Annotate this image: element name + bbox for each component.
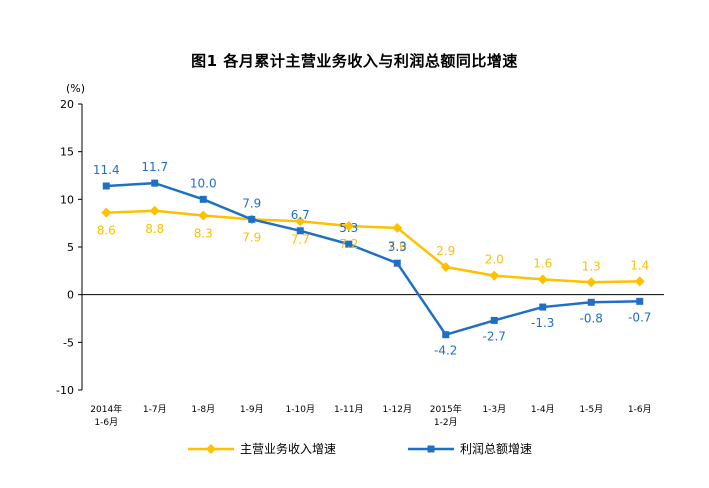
revenue-point: [634, 276, 645, 287]
x-tick-label: 1-4月: [531, 404, 555, 415]
revenue-data-label: 8.8: [145, 222, 164, 236]
profit-point: [151, 179, 159, 187]
profit-point: [636, 297, 644, 305]
revenue-point: [537, 274, 548, 285]
x-tick-label: 1-7月: [143, 404, 167, 415]
profit-point: [442, 331, 450, 339]
x-tick-label: 1-11月: [334, 404, 363, 415]
profit-point: [587, 298, 595, 306]
profit-data-label: -1.3: [531, 316, 554, 330]
legend-swatch-revenue: [188, 443, 234, 454]
profit-data-label: 5.3: [339, 221, 358, 235]
chart-title: 图1 各月累计主营业务收入与利润总额同比增速: [191, 52, 518, 70]
y-tick-label: -10: [56, 384, 74, 397]
revenue-data-label: 8.3: [194, 227, 213, 241]
profit-point: [490, 316, 498, 324]
revenue-data-label: 1.3: [582, 259, 601, 273]
legend-label-profit: 利润总额增速: [460, 442, 533, 456]
revenue-data-label: 1.4: [630, 258, 649, 272]
profit-data-label: 7.9: [242, 196, 261, 210]
legend-swatch-profit: [408, 445, 454, 452]
profit-data-label: 3.3: [388, 240, 407, 254]
x-tick-label: 1-2月: [434, 417, 458, 428]
profit-data-label: 10.0: [190, 176, 217, 190]
x-tick-label: 1-6月: [628, 404, 652, 415]
x-tick-label: 1-12月: [383, 404, 412, 415]
profit-data-label: -0.7: [628, 310, 651, 324]
revenue-data-label: 7.0: [388, 239, 407, 253]
revenue-point: [295, 216, 306, 227]
profit-point: [199, 195, 207, 203]
y-tick-label: -5: [63, 336, 74, 349]
revenue-point: [392, 222, 403, 233]
x-tick-label: 2015年: [430, 403, 462, 415]
profit-data-label: -2.7: [483, 329, 506, 343]
revenue-point: [343, 221, 354, 232]
profit-data-label: 11.7: [141, 160, 168, 174]
x-tick-label: 2014年: [90, 403, 122, 415]
revenue-point: [440, 262, 451, 273]
legend-label-revenue: 主营业务收入增速: [240, 442, 337, 456]
chart-legend: 主营业务收入增速 利润总额增速: [0, 440, 709, 464]
profit-data-label: 11.4: [93, 163, 120, 177]
revenue-point: [586, 277, 597, 288]
revenue-data-label: 7.9: [242, 230, 261, 244]
series-line-1: [106, 181, 640, 336]
y-tick-label: 10: [60, 193, 74, 206]
x-tick-label: 1-6月: [94, 417, 118, 428]
y-tick-label: 20: [60, 98, 74, 111]
legend-item-profit: 利润总额增速: [408, 440, 532, 457]
legend-item-revenue: 主营业务收入增速: [188, 440, 336, 457]
chart-plot: 20 15 10 5 0 -5 -10 (%) 2014年 1-6月 1-7月 1-8月 1-9月 1-1…: [56, 82, 664, 428]
x-tick-label: 1-3月: [482, 404, 506, 415]
y-tick-label: 0: [67, 289, 74, 302]
x-tick-label: 1-5月: [579, 404, 603, 415]
revenue-point: [198, 210, 209, 221]
series-line-0: [106, 209, 640, 284]
profit-data-label: 6.7: [291, 208, 310, 222]
x-tick-label: 1-9月: [240, 404, 264, 415]
y-tick-label: 5: [67, 241, 74, 254]
revenue-data-label: 2.9: [436, 244, 455, 258]
revenue-data-label: 8.6: [97, 224, 116, 238]
profit-point: [296, 227, 304, 235]
revenue-data-label: 7.2: [339, 237, 358, 251]
profit-data-label: -4.2: [434, 344, 457, 358]
profit-point: [539, 303, 547, 311]
revenue-data-label: 1.6: [533, 256, 552, 270]
x-tick-label: 1-8月: [191, 404, 215, 415]
revenue-point: [149, 205, 160, 216]
revenue-point: [101, 207, 112, 218]
chart-marks: 8.6 8.8 8.3 7.9 7.7 7.2 7.0 2.9 2.0 1.6 1.3 1.4 11.4…: [93, 160, 652, 358]
profit-point: [248, 215, 256, 223]
y-unit-label: (%): [66, 82, 85, 95]
profit-point: [345, 240, 353, 248]
revenue-point: [489, 270, 500, 281]
chart-axes: 20 15 10 5 0 -5 -10 (%) 2014年 1-6月 1-7月 1-8月 1-9月 1-1…: [56, 82, 664, 428]
profit-point: [102, 182, 110, 190]
x-tick-label: 1-10月: [286, 404, 315, 415]
revenue-data-label: 7.7: [291, 232, 310, 246]
y-tick-label: 15: [60, 146, 74, 159]
revenue-data-label: 2.0: [485, 253, 504, 267]
profit-point: [393, 259, 401, 267]
profit-data-label: -0.8: [580, 311, 603, 325]
